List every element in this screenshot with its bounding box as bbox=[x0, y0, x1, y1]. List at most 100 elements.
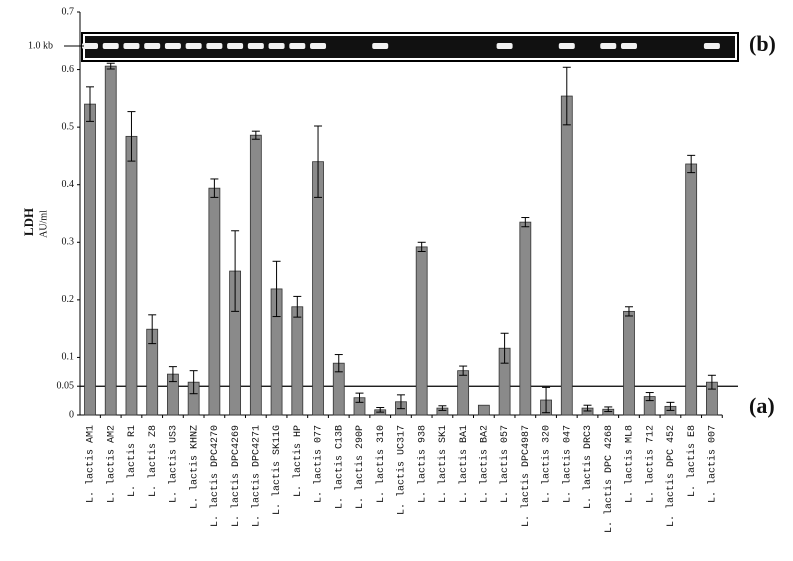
x-tick-label: L. lactis US3 bbox=[168, 425, 180, 503]
error-bar bbox=[231, 230, 240, 312]
error-bar bbox=[583, 404, 592, 412]
x-tick-label: L. lactis SK11G bbox=[271, 425, 283, 515]
error-bar bbox=[707, 374, 716, 390]
annotation: (b) bbox=[749, 31, 776, 56]
gel-band bbox=[600, 43, 617, 49]
error-bar bbox=[355, 392, 364, 403]
bar bbox=[519, 221, 532, 416]
error-bar bbox=[86, 86, 94, 122]
gel-image bbox=[85, 36, 735, 58]
gel-band bbox=[102, 43, 119, 49]
y-tick-label: 0.3 bbox=[62, 237, 75, 248]
gel-lanes bbox=[82, 43, 720, 49]
x-tick-label: L. lactis 007 bbox=[707, 425, 719, 503]
error-bar bbox=[272, 260, 281, 318]
x-tick-label: L. lactis DRC3 bbox=[582, 425, 594, 509]
x-tick-label: L. lactis HP bbox=[292, 425, 304, 497]
x-tick-label: L. lactis 290P bbox=[354, 425, 366, 509]
x-tick-label: L. lactis BA1 bbox=[458, 425, 470, 503]
error-bar bbox=[168, 366, 177, 383]
error-bar bbox=[396, 394, 405, 410]
bar bbox=[249, 134, 262, 416]
bar bbox=[623, 310, 635, 416]
gel-band bbox=[310, 43, 327, 49]
y-tick-label: 0.4 bbox=[62, 179, 75, 190]
bar bbox=[84, 103, 96, 416]
x-tick-label: L. lactis AM1 bbox=[85, 425, 97, 503]
x-tick-label: L. lactis DPC4987 bbox=[520, 425, 532, 527]
gel-band bbox=[247, 43, 264, 49]
x-tick-label: L. lactis 077 bbox=[313, 425, 325, 503]
x-tick-label: L. lactis E8 bbox=[686, 425, 698, 497]
error-bar bbox=[459, 365, 468, 376]
x-tick-label: L. lactis DPC4271 bbox=[250, 425, 262, 527]
x-tick-label: L. lactis Z8 bbox=[147, 425, 159, 497]
gel-band bbox=[703, 43, 720, 49]
gel-band bbox=[206, 43, 223, 49]
error-bar bbox=[417, 241, 426, 252]
error-bar bbox=[189, 370, 198, 395]
gel-band bbox=[227, 43, 244, 49]
error-bar bbox=[562, 66, 571, 126]
error-bar bbox=[624, 306, 633, 317]
x-tick-label: L. lactis 310 bbox=[375, 425, 387, 503]
x-tick-label: L. lactis AM2 bbox=[105, 425, 117, 503]
x-tick-label: L. lactis DPC4270 bbox=[209, 425, 221, 527]
y-tick-label: 0.1 bbox=[62, 352, 75, 363]
y-tick-label: 0 bbox=[69, 409, 74, 420]
bar bbox=[685, 163, 698, 416]
x-tick-label: L. lactis SK1 bbox=[437, 425, 449, 503]
gel-band bbox=[82, 43, 98, 49]
x-tick-label: L. lactis 047 bbox=[561, 425, 573, 503]
x-tick-label: L. lactis DPC 4268 bbox=[603, 425, 615, 533]
bar bbox=[125, 135, 138, 416]
error-bar bbox=[314, 125, 323, 198]
bar bbox=[457, 370, 470, 416]
error-bar bbox=[127, 111, 136, 162]
x-tick-label: L. lactis C13B bbox=[333, 425, 345, 509]
error-bar bbox=[542, 386, 551, 414]
y-label: LDH bbox=[21, 208, 36, 236]
x-tick-label: L. lactis BA2 bbox=[479, 425, 491, 503]
gel-band bbox=[268, 43, 285, 49]
x-tick-label: L. lactis 320 bbox=[541, 425, 553, 503]
y-tick-label: 0.5 bbox=[62, 121, 75, 132]
x-tick-label: L. lactis ML8 bbox=[624, 425, 636, 503]
gel-band bbox=[164, 43, 181, 49]
x-tick-label: L. lactis DPC 452 bbox=[665, 425, 677, 527]
error-bar bbox=[438, 405, 447, 411]
gel-band bbox=[372, 43, 389, 49]
y-unit: AU/ml bbox=[38, 210, 49, 238]
error-bar bbox=[376, 407, 385, 413]
gel-band bbox=[185, 43, 202, 49]
annotation: (a) bbox=[749, 393, 775, 418]
error-bar bbox=[666, 401, 675, 411]
bar bbox=[104, 65, 117, 416]
gel-band bbox=[144, 43, 161, 49]
error-bar bbox=[210, 178, 219, 198]
bar bbox=[415, 246, 428, 416]
error-bar bbox=[687, 154, 696, 174]
error-bar bbox=[604, 406, 613, 413]
gel-band bbox=[289, 43, 306, 49]
gel-label: 1.0 kb bbox=[28, 40, 53, 51]
x-tick-label: L. lactis R1 bbox=[126, 425, 138, 497]
x-tick-label: L. lactis UC317 bbox=[396, 425, 408, 515]
error-bar bbox=[521, 217, 530, 228]
y-tick-label: 0.7 bbox=[62, 6, 75, 17]
bar bbox=[560, 95, 573, 416]
error-bar bbox=[500, 332, 509, 364]
bar bbox=[208, 187, 221, 416]
error-bar bbox=[334, 354, 343, 373]
y-tick-label: 0.6 bbox=[62, 64, 75, 75]
y-tick-label: 0.05 bbox=[57, 381, 75, 392]
gel-band bbox=[558, 43, 575, 49]
error-bar bbox=[645, 392, 654, 402]
error-bar bbox=[251, 130, 260, 140]
x-tick-label: L. lactis 057 bbox=[499, 425, 511, 503]
x-tick-label: L. lactis 712 bbox=[644, 425, 656, 503]
error-bar bbox=[148, 314, 157, 345]
x-tick-label: L. lactis 938 bbox=[416, 425, 428, 503]
